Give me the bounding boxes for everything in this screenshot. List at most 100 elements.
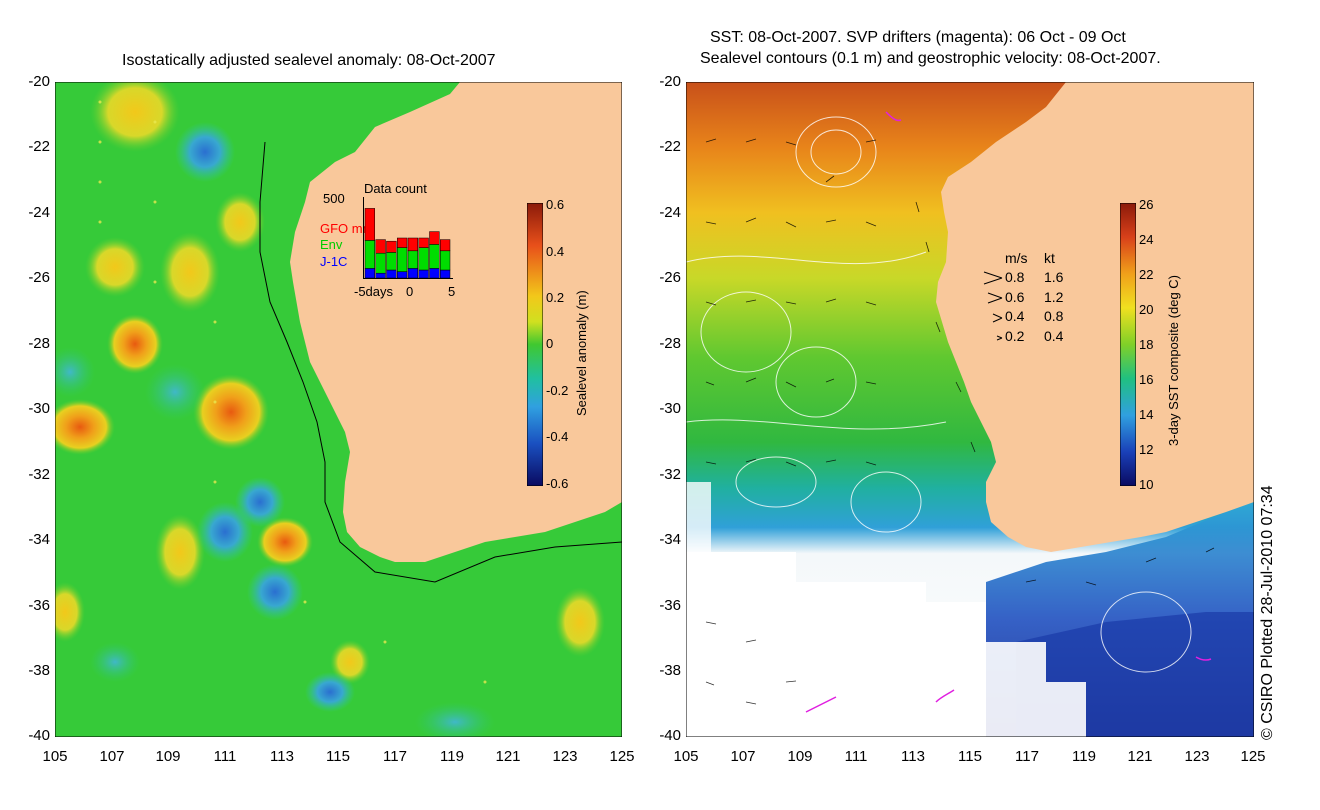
inset-bar-blue [386,269,397,279]
right-y-tick: -40 [659,727,681,744]
left-x-tick: 115 [326,748,350,765]
inset-bar-green [375,252,386,274]
inset-x-label: 0 [406,284,414,299]
right-colorbar-label: 3-day SST composite (deg C) [1166,275,1181,446]
left-y-tick: -38 [28,662,50,679]
right-cb-tick: 16 [1139,372,1154,387]
right-x-tick: 119 [1072,748,1096,765]
inset-bar-green [386,252,397,271]
velocity-ms-value: 0.8 [1005,269,1025,285]
right-y-tick: -32 [659,466,681,483]
inset-bar-blue [407,268,418,279]
left-y-tick: -30 [28,400,50,417]
inset-y-max: 500 [323,191,345,206]
inset-bar-red [429,231,440,245]
inset-bar-blue [429,268,440,279]
inset-bar-blue [364,268,375,279]
left-cb-tick: 0 [546,336,554,351]
inset-legend-j1c: J-1C [320,254,348,269]
right-map [686,82,1254,737]
left-x-tick: 107 [99,748,125,765]
right-cb-tick: 26 [1139,197,1154,212]
inset-bar-green [407,250,418,269]
velocity-kt-value: 0.4 [1044,328,1064,344]
inset-bar-chart [363,197,453,279]
velocity-kt-value: 1.6 [1044,269,1064,285]
credit-text: © CSIRO Plotted 28-Jul-2010 07:34 [1259,485,1276,740]
inset-bar-green [418,247,429,271]
left-y-tick: -32 [28,466,50,483]
right-x-tick: 123 [1184,748,1210,765]
land-australia [936,82,1254,552]
left-panel-title: Isostatically adjusted sealevel anomaly:… [122,52,496,69]
right-x-tick: 111 [844,748,868,765]
inset-title: Data count [364,181,427,196]
right-y-tick: -36 [659,597,681,614]
velocity-ms-value: 0.4 [1005,308,1025,324]
inset-bar-blue [418,269,429,279]
right-cb-tick: 22 [1139,267,1154,282]
shelf-contour [259,141,622,583]
left-x-tick: 117 [383,748,407,765]
inset-bar-green [397,247,408,272]
inset-bar-red [418,237,429,248]
right-y-tick: -38 [659,662,681,679]
left-cb-tick: 0.4 [546,244,565,259]
left-cb-tick: -0.6 [546,476,569,491]
left-colorbar [527,203,543,486]
inset-legend-gfo: GFO mm [320,221,374,236]
inset-bar-blue [440,269,451,279]
left-cb-tick: -0.4 [546,429,569,444]
right-panel-title-line2: Sealevel contours (0.1 m) and geostrophi… [700,50,1161,67]
left-y-tick: -34 [28,531,50,548]
left-y-tick: -24 [28,204,50,221]
left-cb-tick: 0.6 [546,197,565,212]
left-x-tick: 123 [552,748,578,765]
left-y-tick: -22 [28,138,50,155]
left-y-tick: -40 [28,727,50,744]
right-y-tick: -24 [659,204,681,221]
left-y-tick: -26 [28,269,50,286]
left-cb-tick: 0.2 [546,290,565,305]
right-x-tick: 109 [787,748,813,765]
right-x-tick: 107 [730,748,756,765]
left-x-tick: 105 [42,748,68,765]
right-y-tick: -30 [659,400,681,417]
right-colorbar [1120,203,1136,486]
inset-bar-red [397,237,408,248]
right-y-tick: -20 [659,73,681,90]
right-cb-tick: 24 [1139,232,1154,247]
velocity-legend-header-kt: kt [1044,250,1055,266]
inset-bar-red [440,239,451,252]
left-y-tick: -28 [28,335,50,352]
velocity-ms-value: 0.6 [1005,289,1025,305]
left-x-tick: 109 [155,748,181,765]
left-colorbar-label: Sealevel anomaly (m) [574,290,589,416]
inset-bar-red [375,239,386,254]
right-y-tick: -26 [659,269,681,286]
inset-axis [363,197,453,279]
right-cb-tick: 14 [1139,407,1154,422]
left-x-tick: 119 [440,748,464,765]
right-cb-tick: 12 [1139,442,1154,457]
right-y-tick: -28 [659,335,681,352]
inset-bar-red [386,240,397,253]
left-cb-tick: -0.2 [546,383,569,398]
right-cb-tick: 18 [1139,337,1154,352]
inset-bar-green [429,244,440,269]
inset-bar-blue [397,271,408,279]
right-cb-tick: 10 [1139,477,1154,492]
right-x-tick: 115 [958,748,982,765]
right-x-tick: 117 [1015,748,1039,765]
left-y-tick: -20 [28,73,50,90]
velocity-ms-value: 0.2 [1005,328,1025,344]
left-x-tick: 125 [609,748,635,765]
right-x-tick: 121 [1127,748,1153,765]
right-y-tick: -22 [659,138,681,155]
inset-x-label: -5days [354,284,394,299]
inset-bar-red [407,237,418,252]
right-x-tick: 113 [901,748,925,765]
left-x-tick: 111 [213,748,237,765]
inset-legend-env: Env [320,237,343,252]
